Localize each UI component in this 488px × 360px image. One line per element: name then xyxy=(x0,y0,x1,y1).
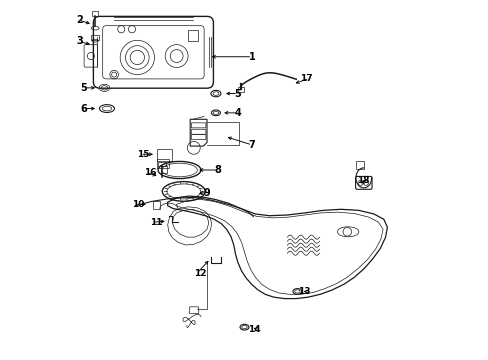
Text: 3: 3 xyxy=(76,36,82,46)
Text: 10: 10 xyxy=(132,200,144,209)
Text: 14: 14 xyxy=(247,325,260,334)
Text: 9: 9 xyxy=(203,188,210,198)
Text: 1: 1 xyxy=(248,52,255,62)
Text: 2: 2 xyxy=(76,15,82,25)
Text: 18: 18 xyxy=(356,176,369,185)
Text: 5: 5 xyxy=(80,83,87,93)
Text: 12: 12 xyxy=(193,269,206,278)
Text: 17: 17 xyxy=(299,74,312,83)
Text: 13: 13 xyxy=(298,287,310,296)
Text: 6: 6 xyxy=(80,104,87,113)
Text: 4: 4 xyxy=(234,108,241,118)
Text: 16: 16 xyxy=(143,168,156,177)
Text: 11: 11 xyxy=(149,218,162,227)
Text: 15: 15 xyxy=(137,150,149,159)
Text: 7: 7 xyxy=(248,140,255,150)
Text: 8: 8 xyxy=(214,165,221,175)
Text: 5: 5 xyxy=(234,89,241,99)
